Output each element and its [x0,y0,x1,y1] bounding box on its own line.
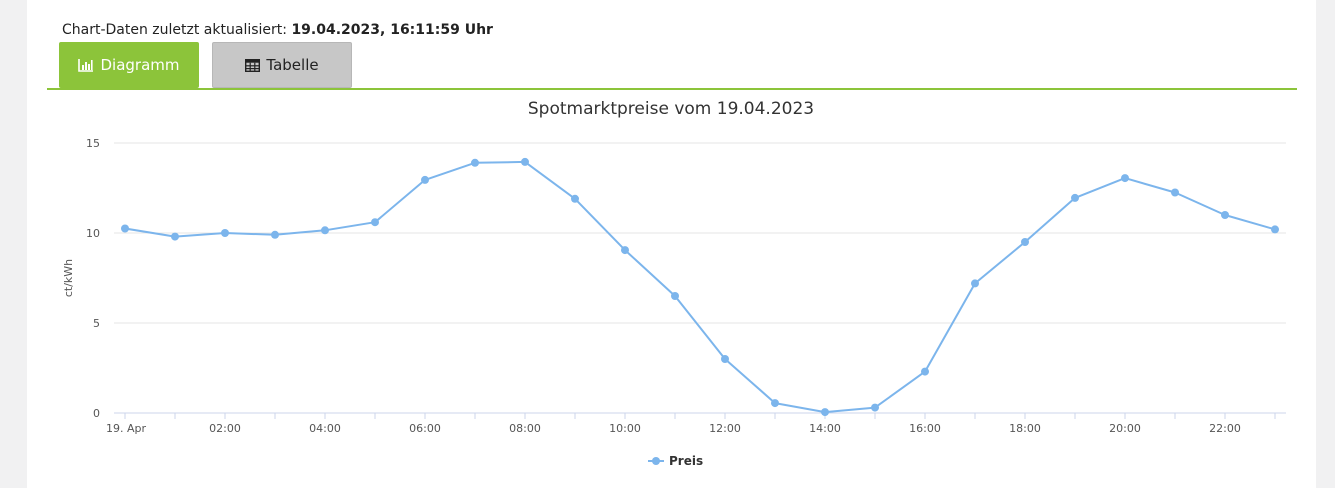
series-preis [121,157,1279,417]
y-tick-label: 5 [93,317,100,330]
x-tick-label: 02:00 [209,422,241,435]
data-point [921,367,929,376]
data-point [271,230,279,239]
data-point [821,408,829,417]
data-point [521,157,529,166]
tab-divider [47,88,1297,90]
last-updated-info: Chart-Daten zuletzt aktualisiert: 19.04.… [62,22,493,38]
tab-tabelle[interactable]: Tabelle [212,42,352,88]
y-axis-ticks: 0 5 10 15 [86,137,100,420]
grid-lines [114,142,1286,324]
data-point [471,158,479,167]
legend[interactable]: Preis [648,454,703,468]
x-tick-label: 16:00 [909,422,941,435]
data-point [571,194,579,203]
data-point [321,226,329,235]
table-icon [245,58,261,72]
x-tick-label: 19. Apr [106,422,146,435]
data-point [1021,238,1029,246]
data-point [621,246,629,255]
data-point [421,175,429,184]
data-point [871,403,879,412]
x-tick-label: 06:00 [409,422,441,435]
data-point [171,232,179,241]
last-updated-value: 19.04.2023, 16:11:59 Uhr [291,22,493,38]
data-point [221,229,229,237]
x-tick-label: 04:00 [309,422,341,435]
x-axis: 19. Apr 02:00 04:00 06:00 08:00 10:00 12:00 14:… [106,412,1286,435]
legend-label: Preis [669,454,703,468]
x-tick-label: 08:00 [509,422,541,435]
data-point [1121,174,1129,183]
data-point [1171,188,1179,197]
data-point [771,399,779,408]
series-line [124,160,1276,414]
bar-chart-icon [78,58,94,72]
data-point [721,355,729,363]
y-tick-label: 15 [86,137,100,150]
x-tick-label: 14:00 [809,422,841,435]
tab-tabelle-label: Tabelle [266,56,319,74]
legend-marker [652,457,660,465]
data-point [671,292,679,300]
x-tick-label: 10:00 [609,422,641,435]
tab-diagramm[interactable]: Diagramm [59,42,199,88]
x-tick-label: 12:00 [709,422,741,435]
chart-title: Spotmarktpreise vom 19.04.2023 [528,99,814,119]
data-point [121,224,129,233]
y-axis-title: ct/kWh [62,259,75,297]
y-tick-label: 0 [93,407,100,420]
data-point [1071,193,1079,202]
tab-diagramm-label: Diagramm [100,56,180,74]
x-tick-label: 20:00 [1109,422,1141,435]
last-updated-label: Chart-Daten zuletzt aktualisiert: [62,22,287,38]
data-point [1221,211,1229,219]
x-tick-label: 18:00 [1009,422,1041,435]
data-point [971,279,979,288]
x-tick-label: 22:00 [1209,422,1241,435]
data-point [371,218,379,227]
data-point [1271,225,1279,234]
y-tick-label: 10 [86,227,100,240]
